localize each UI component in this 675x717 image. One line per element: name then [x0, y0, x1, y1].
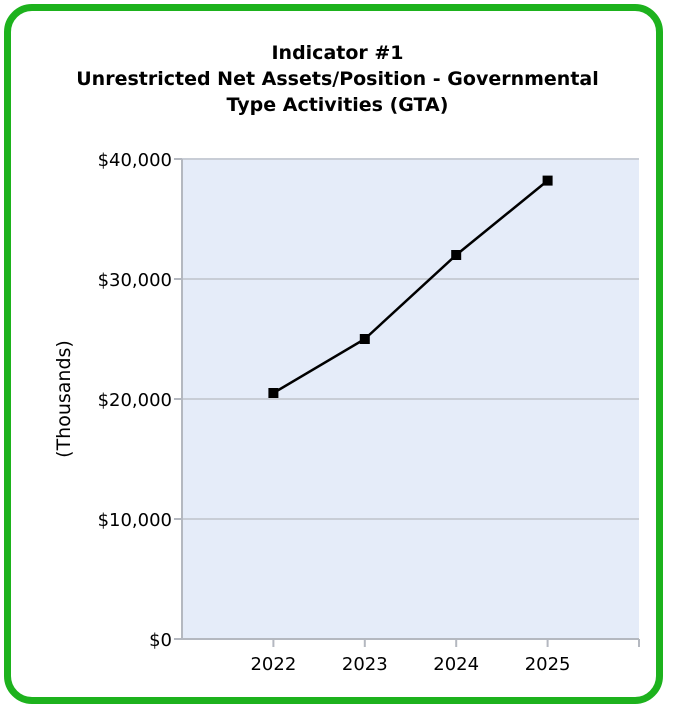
x-axis-ticks: 2022 2023 2024 2025 [250, 639, 571, 675]
x-tick-label: 2022 [250, 654, 296, 675]
x-tick-label: 2025 [525, 654, 571, 675]
chart-title-line-1: Indicator #1 [271, 42, 404, 64]
y-tick-label: $20,000 [98, 390, 172, 411]
data-point [451, 250, 462, 260]
series-line [272, 179, 549, 395]
data-point [542, 175, 553, 186]
y-tick-label: $30,000 [98, 270, 172, 291]
chart-title-line-3: Type Activities (GTA) [226, 94, 449, 116]
chart-title-line-2: Unrestricted Net Assets/Position - Gover… [76, 68, 599, 90]
y-axis-title: (Thousands) [53, 340, 75, 458]
x-tick-label: 2024 [433, 654, 479, 675]
data-point [359, 334, 370, 344]
x-tick-label: 2023 [342, 654, 388, 675]
y-tick-label: $10,000 [98, 510, 172, 531]
y-tick-label: $40,000 [98, 150, 172, 171]
y-tick-label: $0 [149, 630, 172, 651]
data-points [268, 175, 553, 398]
chart-title: Indicator #1 Unrestricted Net Assets/Pos… [0, 40, 675, 118]
gridlines [182, 158, 639, 520]
y-axis-ticks: $0 $10,000 $20,000 $30,000 $40,000 [98, 150, 182, 651]
data-point [268, 388, 279, 398]
